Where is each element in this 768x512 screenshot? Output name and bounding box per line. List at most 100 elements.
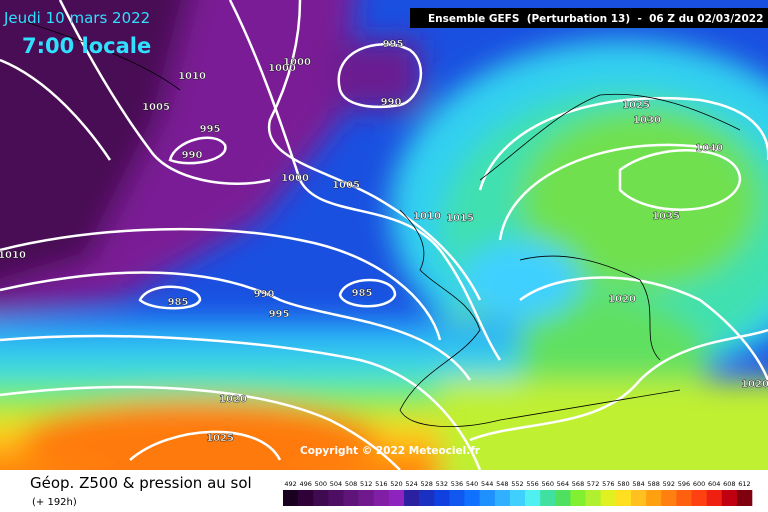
isobar-label: 1000 [281, 173, 309, 184]
colorbar-swatch [388, 490, 405, 506]
run-banner [410, 8, 768, 28]
colorbar-swatch [479, 490, 496, 506]
isobar-label: 1000 [283, 57, 311, 68]
colorbar-swatch [525, 490, 541, 506]
colorbar-label: 596 [678, 480, 690, 488]
colorbar-swatch [509, 490, 526, 506]
colorbar-label: 536 [451, 480, 463, 488]
colorbar-label: 524 [405, 480, 417, 488]
colorbar-label: 600 [693, 480, 705, 488]
copyright: Copyright © 2022 Meteociel.fr [300, 445, 481, 457]
forecast-time: 7:00 locale [22, 34, 151, 58]
isobar-label: 995 [383, 39, 404, 50]
isobar-label: 990 [381, 97, 402, 108]
colorbar-swatch [630, 490, 647, 506]
colorbar-label: 576 [602, 480, 614, 488]
colorbar-label: 500 [315, 480, 327, 488]
colorbar-label: 588 [647, 480, 659, 488]
colorbar-label: 572 [587, 480, 599, 488]
colorbar-label: 540 [466, 480, 478, 488]
colorbar-swatch [721, 490, 738, 506]
colorbar-swatch [661, 490, 677, 506]
colorbar-label: 548 [496, 480, 508, 488]
colorbar-swatch [691, 490, 707, 506]
isobar-label: 1010 [178, 71, 206, 82]
colorbar-label: 584 [632, 480, 644, 488]
colorbar-label: 604 [708, 480, 720, 488]
isobar-label: 990 [254, 289, 275, 300]
isobar-label: 1005 [142, 102, 170, 113]
colorbar-label: 528 [421, 480, 433, 488]
colorbar-label: 512 [360, 480, 372, 488]
isobar-label: 1015 [446, 213, 474, 224]
colorbar-label: 608 [723, 480, 735, 488]
colorbar-swatch [555, 490, 571, 506]
colorbar-swatch [358, 490, 375, 506]
colorbar-swatch [540, 490, 556, 506]
colorbar-label: 556 [526, 480, 538, 488]
isobar-label: 995 [269, 309, 290, 320]
colorbar-swatch [313, 490, 329, 506]
run-info: Ensemble GEFS (Perturbation 13) - 06 Z d… [428, 13, 763, 25]
isobar-label: 1010 [0, 250, 26, 261]
colorbar-label: 552 [511, 480, 523, 488]
colorbar-swatch [676, 490, 692, 506]
colorbar-label: 612 [738, 480, 750, 488]
isobar-label: 1020 [608, 294, 636, 305]
colorbar-label: 508 [345, 480, 357, 488]
isobar-label: 985 [352, 288, 373, 299]
colorbar-label: 544 [481, 480, 493, 488]
isobar-label: 1010 [413, 211, 441, 222]
isobar-label: 995 [200, 124, 221, 135]
colorbar-swatch [736, 490, 753, 506]
colorbar-label: 516 [375, 480, 387, 488]
colorbar-swatch [419, 490, 435, 506]
colorbar-swatch [328, 490, 344, 506]
colorbar-swatch [600, 490, 617, 506]
colorbar-swatch [615, 490, 632, 506]
isobar-label: 1000 [268, 63, 296, 74]
colorbar-label: 580 [617, 480, 629, 488]
colorbar-label: 492 [284, 480, 296, 488]
map-field [0, 0, 768, 470]
colorbar-label: 520 [390, 480, 402, 488]
colorbar-swatch [449, 490, 465, 506]
coastlines [19, 19, 741, 427]
isobar-label: 990 [182, 150, 203, 161]
colorbar-swatch [646, 490, 662, 506]
colorbar-swatch [434, 490, 450, 506]
colorbar-swatch [343, 490, 359, 506]
colorbar-swatch [373, 490, 390, 506]
colorbar-swatch [283, 490, 299, 506]
isobars [0, 0, 768, 470]
isobar-label: 1025 [206, 433, 234, 444]
footer-lead: (+ 192h) [32, 497, 77, 508]
isobar-label: 1030 [633, 115, 661, 126]
isobar-label: 1020 [219, 394, 247, 405]
isobar-label: 1020 [741, 379, 768, 390]
colorbar-swatch [494, 490, 511, 506]
colorbar-swatch [585, 490, 602, 506]
colorbar-swatch [706, 490, 723, 506]
isobar-label: 1005 [332, 180, 360, 191]
colorbar-label: 496 [299, 480, 311, 488]
isobar-label: 1025 [622, 100, 650, 111]
isobar-label: 1040 [695, 143, 723, 154]
colorbar: 492 496 500 504 508 512 516 520 524 528 532 536 540 5… [283, 480, 753, 506]
colorbar-label: 560 [542, 480, 554, 488]
colorbar-swatch [404, 490, 420, 506]
colorbar-swatch [570, 490, 586, 506]
colorbar-swatch [298, 490, 314, 506]
colorbar-label: 568 [572, 480, 584, 488]
colorbar-label: 592 [663, 480, 675, 488]
isobar-label: 985 [168, 297, 189, 308]
colorbar-label: 564 [557, 480, 569, 488]
isobar-label: 1035 [652, 211, 680, 222]
footer-title: Géop. Z500 & pression au sol [30, 474, 252, 492]
colorbar-label: 532 [436, 480, 448, 488]
forecast-date: Jeudi 10 mars 2022 [3, 9, 150, 27]
colorbar-label: 504 [330, 480, 342, 488]
